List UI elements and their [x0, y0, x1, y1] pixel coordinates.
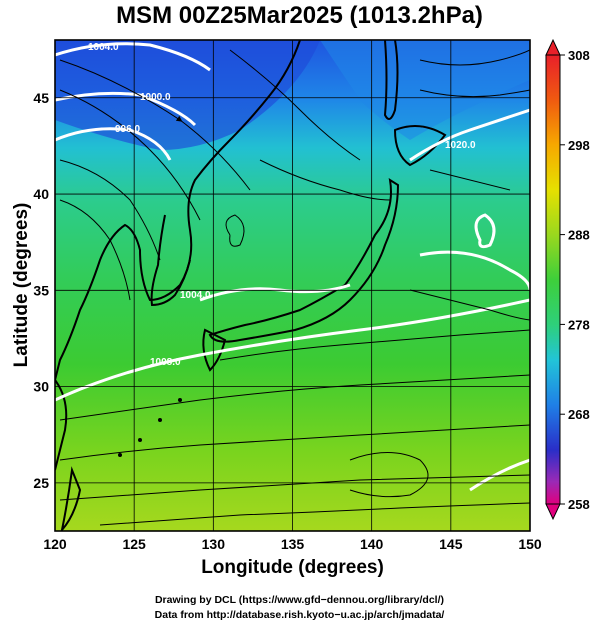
- cold-air-region: [55, 40, 320, 150]
- land-outlines: [55, 40, 447, 531]
- contour-label: 1004.0: [88, 42, 119, 53]
- contour-label: 1008.0: [150, 357, 181, 368]
- colorbar: 308 298 288 278 268 258: [545, 38, 590, 521]
- credit-data-source: Data from http://database.rish.kyoto−u.a…: [154, 609, 445, 621]
- x-axis-ticks: 120 125 130 135 140 145 150: [43, 536, 542, 552]
- y-tick-label: 30: [33, 379, 49, 395]
- contour-labels: 1004.0 1000.0 996.0 1004.0 1008.0 1020.0: [88, 42, 476, 368]
- colorbar-max-triangle: [545, 38, 561, 56]
- y-axis-label: Latitude (degrees): [11, 202, 32, 368]
- contour-label: 996.0: [115, 124, 140, 135]
- x-tick-label: 145: [439, 536, 463, 552]
- contour-label: 1000.0: [140, 92, 171, 103]
- y-tick-label: 40: [33, 186, 49, 202]
- plot-frame: [54, 39, 531, 532]
- contour-label: 1004.0: [180, 290, 211, 301]
- cool-air-region: [320, 40, 530, 140]
- x-axis-label: Longitude (degrees): [201, 557, 384, 578]
- y-tick-label: 45: [33, 90, 49, 106]
- credit-drawing: Drawing by DCL (https://www.gfd−dennou.o…: [154, 594, 445, 606]
- x-tick-label: 140: [360, 536, 384, 552]
- contour-label: 1020.0: [445, 140, 476, 151]
- colorbar-min-triangle: [545, 503, 561, 521]
- colorbar-tick-label: 298: [568, 138, 590, 153]
- colorbar-tick-label: 258: [568, 497, 590, 512]
- x-tick-label: 130: [202, 536, 226, 552]
- x-tick-label: 125: [122, 536, 146, 552]
- x-tick-label: 135: [281, 536, 305, 552]
- y-axis-ticks: 25 30 35 40 45: [33, 90, 49, 491]
- colorbar-tick-label: 268: [568, 407, 590, 422]
- colorbar-tick-label: 308: [568, 48, 590, 63]
- y-tick-label: 35: [33, 282, 49, 298]
- x-tick-label: 120: [43, 536, 67, 552]
- colorbar-tick-label: 288: [568, 228, 590, 243]
- x-tick-label: 150: [518, 536, 542, 552]
- y-tick-label: 25: [33, 475, 49, 491]
- colorbar-tick-label: 278: [568, 317, 590, 332]
- chart-title: MSM 00Z25Mar2025 (1013.2hPa): [116, 2, 483, 29]
